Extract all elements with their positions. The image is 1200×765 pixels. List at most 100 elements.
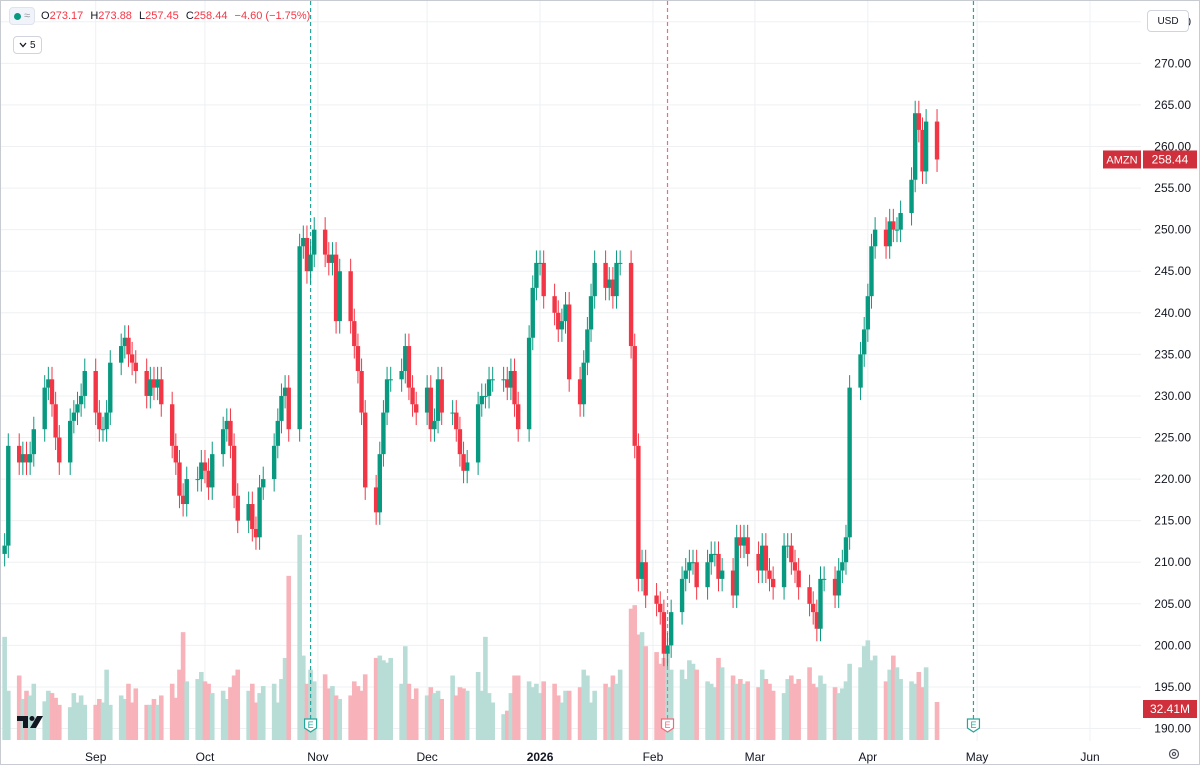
time-tick-label: Apr <box>858 750 877 764</box>
volume-bar <box>49 693 55 740</box>
volume-bar <box>133 688 139 740</box>
candle <box>322 217 328 268</box>
volume-bar <box>679 669 685 740</box>
candle-body <box>832 578 838 596</box>
earnings-marker-icon <box>303 718 318 733</box>
candle <box>235 483 240 534</box>
candle <box>592 250 597 309</box>
candle <box>399 358 404 392</box>
grid-lines <box>1 1 1141 741</box>
volume-bar <box>861 646 867 740</box>
candle <box>228 408 233 459</box>
candle-body <box>388 379 393 381</box>
volume-bar <box>606 687 612 740</box>
candle-body <box>297 246 302 430</box>
candle-body <box>108 362 113 413</box>
candle <box>508 358 514 401</box>
candle <box>628 250 634 359</box>
candle <box>279 383 284 434</box>
volume-bar <box>235 669 241 740</box>
candle-body <box>869 246 874 297</box>
candle <box>104 400 109 442</box>
volume-bar <box>756 687 761 740</box>
volume-bar <box>304 683 310 740</box>
volume-bar <box>275 702 281 740</box>
candle <box>690 549 696 575</box>
volume-bar <box>537 693 543 740</box>
candle-body <box>556 312 561 330</box>
volume-bar <box>738 679 743 740</box>
volume-bar <box>555 695 561 740</box>
candle <box>687 549 692 584</box>
candle <box>435 366 441 434</box>
series-status-toggle[interactable]: ≈ <box>9 7 36 25</box>
candle <box>869 233 874 309</box>
candle <box>661 599 667 667</box>
volume-bar <box>479 690 485 740</box>
volume-bar <box>643 646 648 740</box>
tradingview-logo-icon[interactable] <box>15 712 47 732</box>
candle <box>17 433 22 475</box>
time-tick-label: Nov <box>307 750 328 764</box>
time-axis: Sep Oct Nov Dec 2026 Feb Mar Apr May Jun <box>85 750 1100 764</box>
candle <box>348 258 353 334</box>
candle-body <box>450 412 455 414</box>
candle <box>792 549 798 584</box>
candles <box>2 100 940 667</box>
candle-body <box>432 420 437 430</box>
low-label: L <box>139 10 146 22</box>
candle <box>515 391 521 442</box>
candle-body <box>250 504 255 529</box>
candle-body <box>501 379 506 381</box>
candle-body <box>355 346 361 371</box>
candle <box>312 217 317 268</box>
candle-body <box>381 412 386 455</box>
candle-body <box>403 346 408 371</box>
candle <box>100 416 106 442</box>
volume-bar <box>552 683 557 740</box>
volume-bar <box>654 652 659 740</box>
candle-body <box>603 262 608 288</box>
candle <box>781 533 787 600</box>
volume-bar <box>818 675 823 740</box>
candle-body <box>719 570 725 579</box>
volume-bar <box>337 698 343 740</box>
currency-button[interactable]: USD <box>1147 10 1189 32</box>
candle <box>337 258 342 334</box>
candle-body <box>177 462 182 496</box>
candle <box>24 441 29 475</box>
candle-body <box>607 279 612 288</box>
volume-bar <box>792 683 798 740</box>
candle-body <box>352 321 357 347</box>
candle-body <box>57 437 62 463</box>
candle <box>457 416 463 467</box>
price-tick-label: 215.00 <box>1154 514 1191 528</box>
price-tick-label: 195.00 <box>1154 680 1191 694</box>
candle <box>614 250 619 309</box>
candle <box>767 558 772 592</box>
candle-body <box>377 454 382 513</box>
candle <box>505 366 510 401</box>
candle-body <box>792 562 798 571</box>
volume-bar <box>923 667 929 740</box>
volume-bar <box>381 660 386 740</box>
candle <box>796 558 801 600</box>
candle-body <box>883 229 889 247</box>
volume-bar <box>453 695 459 740</box>
volume-bar <box>180 632 186 740</box>
volume-bar <box>909 681 914 740</box>
indicators-collapse-button[interactable]: 5 <box>13 36 42 54</box>
candle <box>760 533 765 584</box>
candle <box>712 541 718 567</box>
candle <box>563 292 568 334</box>
volume-bar <box>920 687 925 740</box>
candle <box>450 400 455 426</box>
settings-gear-icon[interactable] <box>1167 747 1181 761</box>
volume-bar <box>155 704 160 740</box>
candle-body <box>610 279 616 297</box>
time-tick-label: Sep <box>85 750 107 764</box>
price-tick-label: 250.00 <box>1154 223 1191 237</box>
candle-body <box>464 462 470 471</box>
candle <box>588 283 594 342</box>
